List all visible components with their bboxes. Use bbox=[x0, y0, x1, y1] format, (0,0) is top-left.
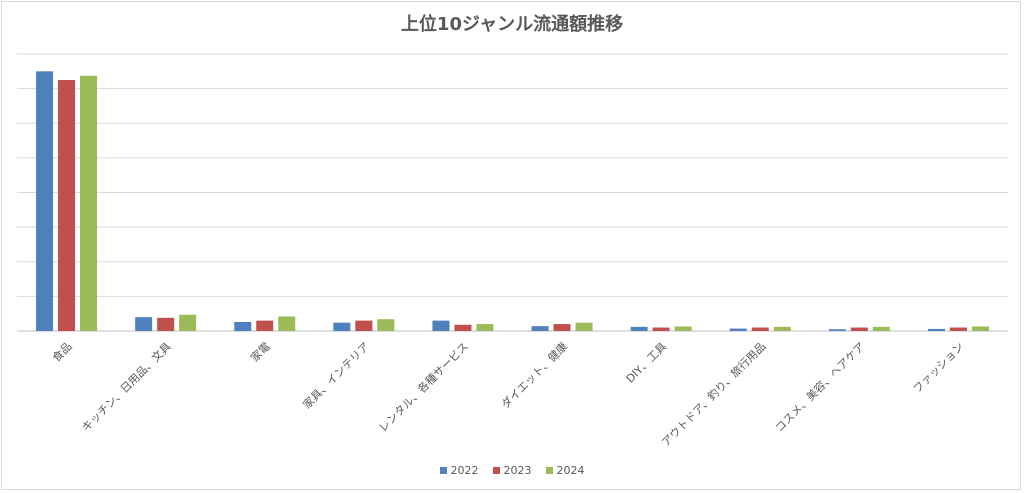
bar-2023-9 bbox=[949, 327, 967, 331]
legend-swatch-2023 bbox=[492, 467, 500, 474]
legend-label-2022: 2022 bbox=[450, 464, 479, 477]
bar-2024-8 bbox=[872, 326, 890, 331]
legend-item-2022: 2022 bbox=[439, 464, 479, 477]
bar-2024-1 bbox=[179, 314, 197, 331]
bar-2022-7 bbox=[729, 328, 747, 331]
bar-2024-7 bbox=[773, 326, 791, 331]
bar-2022-1 bbox=[135, 317, 153, 331]
x-tick-label: レンタル、各種サービス bbox=[376, 339, 471, 434]
x-tick-label: コスメ、美容、ヘアケア bbox=[772, 339, 867, 434]
bar-2023-7 bbox=[751, 327, 769, 331]
legend: 2022 2023 2024 bbox=[0, 464, 1024, 477]
bar-2023-3 bbox=[355, 320, 373, 331]
legend-label-2024: 2024 bbox=[556, 464, 585, 477]
bar-2022-5 bbox=[531, 326, 549, 331]
bar-2022-4 bbox=[432, 320, 450, 331]
bar-2023-8 bbox=[850, 327, 868, 331]
bar-2022-3 bbox=[333, 322, 351, 331]
x-tick-label: ファッション bbox=[911, 340, 967, 396]
bar-2022-6 bbox=[630, 326, 648, 331]
bar-2023-4 bbox=[454, 324, 472, 331]
bar-2022-2 bbox=[234, 321, 252, 331]
legend-label-2023: 2023 bbox=[503, 464, 532, 477]
bar-2022-8 bbox=[828, 329, 846, 331]
bar-2022-9 bbox=[927, 328, 945, 331]
bar-2022-0 bbox=[36, 71, 54, 331]
x-tick-label: キッチン、日用品、文具 bbox=[79, 339, 174, 434]
bar-2024-3 bbox=[377, 319, 395, 331]
bar-2024-9 bbox=[971, 326, 989, 331]
x-tick-label: DIY、工具 bbox=[624, 340, 670, 386]
chart-title: 上位10ジャンル流通額推移 bbox=[400, 14, 624, 35]
bar-2023-1 bbox=[157, 317, 175, 331]
bar-2023-0 bbox=[58, 79, 76, 331]
legend-item-2024: 2024 bbox=[545, 464, 585, 477]
bar-2024-5 bbox=[575, 322, 593, 331]
x-tick-label: 食品 bbox=[49, 339, 74, 364]
legend-swatch-2022 bbox=[439, 467, 447, 474]
bar-2024-6 bbox=[674, 326, 692, 331]
bar-2023-5 bbox=[553, 324, 571, 331]
x-tick-label: アウトドア、釣り、旅行用品 bbox=[658, 339, 768, 449]
legend-swatch-2024 bbox=[545, 467, 553, 474]
bar-2024-0 bbox=[80, 75, 98, 331]
legend-item-2023: 2023 bbox=[492, 464, 532, 477]
x-tick-label: 家具、インテリア bbox=[300, 339, 372, 411]
bar-2023-2 bbox=[256, 320, 274, 331]
x-tick-label: ダイエット、健康 bbox=[498, 339, 570, 411]
bar-2024-4 bbox=[476, 324, 494, 331]
bar-2024-2 bbox=[278, 316, 296, 331]
bar-2023-6 bbox=[652, 327, 670, 331]
x-tick-label: 家電 bbox=[247, 339, 272, 364]
